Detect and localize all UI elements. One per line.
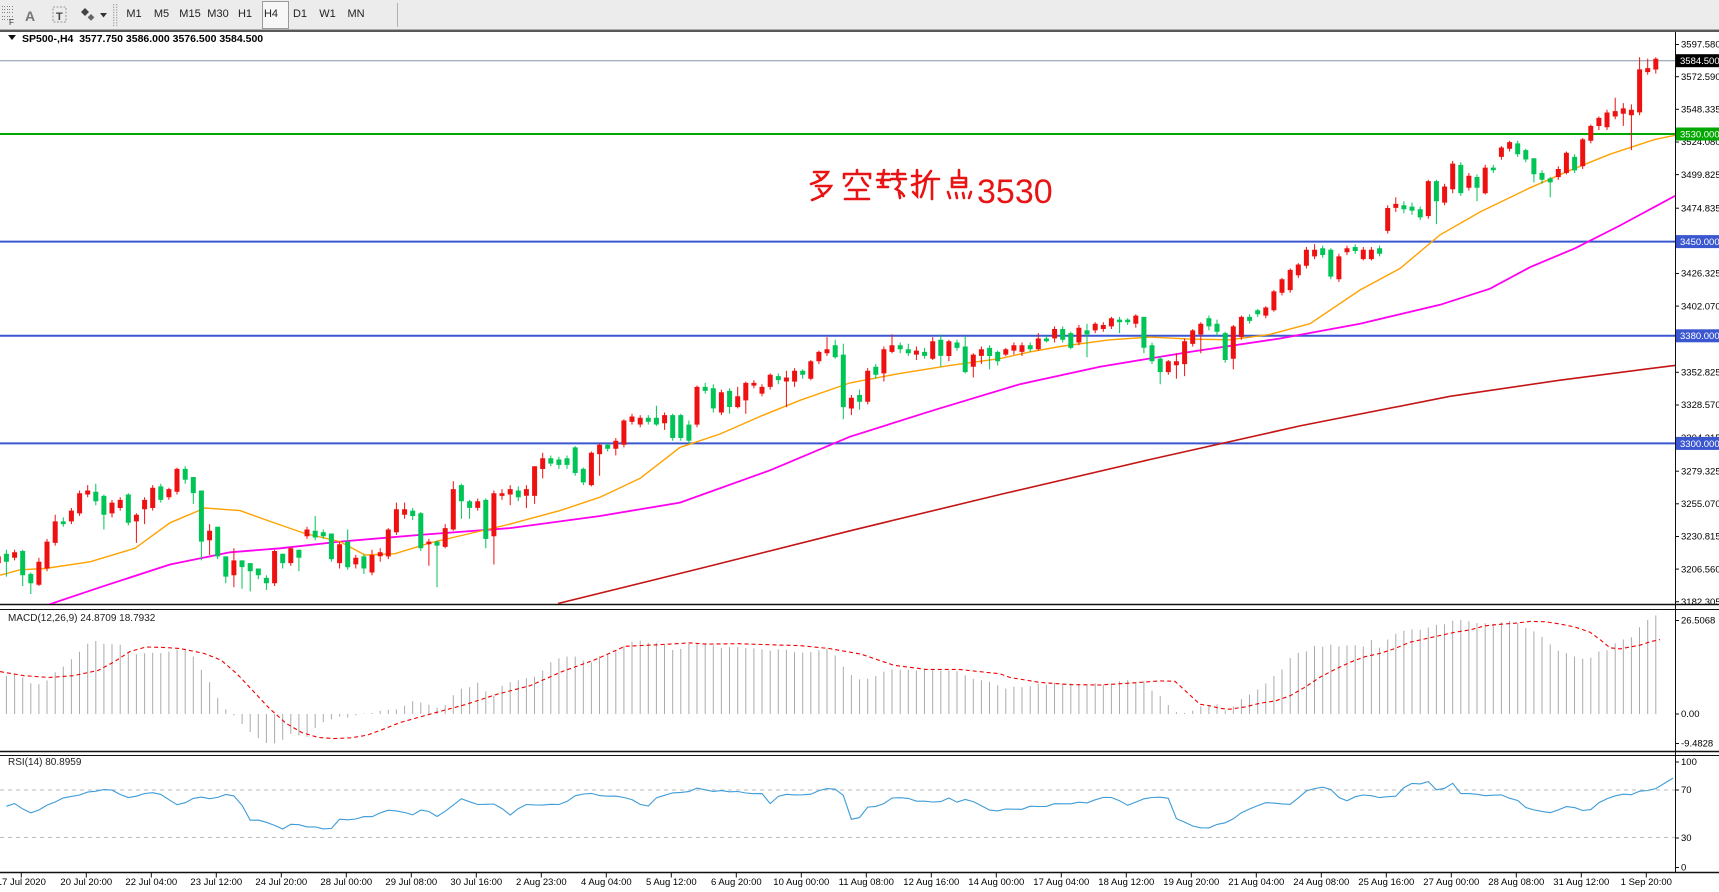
- svg-text:3572.590: 3572.590: [1681, 72, 1719, 83]
- svg-text:27 Aug 00:00: 27 Aug 00:00: [1423, 877, 1479, 888]
- svg-text:3279.325: 3279.325: [1681, 466, 1719, 477]
- svg-text:3255.070: 3255.070: [1681, 499, 1719, 510]
- svg-text:28 Jul 00:00: 28 Jul 00:00: [320, 877, 372, 888]
- svg-text:1 Sep 20:00: 1 Sep 20:00: [1621, 877, 1672, 888]
- svg-text:MACD(12,26,9) 24.8709 18.7932: MACD(12,26,9) 24.8709 18.7932: [8, 613, 156, 624]
- svg-text:A: A: [25, 8, 35, 24]
- svg-text:3380.000: 3380.000: [1680, 331, 1719, 342]
- svg-text:RSI(14) 80.8959: RSI(14) 80.8959: [8, 757, 82, 768]
- svg-text:22 Jul 04:00: 22 Jul 04:00: [125, 877, 177, 888]
- svg-text:18 Aug 12:00: 18 Aug 12:00: [1098, 877, 1154, 888]
- svg-text:31 Aug 12:00: 31 Aug 12:00: [1553, 877, 1609, 888]
- svg-text:3474.835: 3474.835: [1681, 203, 1719, 214]
- svg-text:25 Aug 16:00: 25 Aug 16:00: [1358, 877, 1414, 888]
- svg-text:3499.825: 3499.825: [1681, 170, 1719, 181]
- svg-text:6 Aug 20:00: 6 Aug 20:00: [711, 877, 762, 888]
- svg-text:3402.070: 3402.070: [1681, 301, 1719, 312]
- svg-text:100: 100: [1681, 757, 1697, 768]
- svg-text:3328.570: 3328.570: [1681, 400, 1719, 411]
- svg-text:0: 0: [1681, 863, 1686, 874]
- svg-text:-9.4828: -9.4828: [1681, 739, 1713, 750]
- svg-text:23 Jul 12:00: 23 Jul 12:00: [190, 877, 242, 888]
- svg-text:3426.325: 3426.325: [1681, 269, 1719, 280]
- svg-text:3530.000: 3530.000: [1680, 129, 1719, 140]
- svg-text:21 Aug 04:00: 21 Aug 04:00: [1228, 877, 1284, 888]
- svg-text:3530: 3530: [977, 173, 1053, 211]
- svg-text:14 Aug 00:00: 14 Aug 00:00: [968, 877, 1024, 888]
- svg-text:3206.560: 3206.560: [1681, 564, 1719, 575]
- svg-text:3584.500: 3584.500: [1680, 56, 1719, 67]
- svg-text:2 Aug 23:00: 2 Aug 23:00: [516, 877, 567, 888]
- svg-text:28 Aug 08:00: 28 Aug 08:00: [1488, 877, 1544, 888]
- svg-text:12 Aug 16:00: 12 Aug 16:00: [903, 877, 959, 888]
- svg-text:3524.080: 3524.080: [1681, 137, 1719, 148]
- svg-text:11 Aug 08:00: 11 Aug 08:00: [839, 877, 894, 888]
- svg-text:0.00: 0.00: [1681, 709, 1700, 720]
- svg-text:3450.000: 3450.000: [1680, 237, 1719, 248]
- svg-text:3548.335: 3548.335: [1681, 105, 1719, 116]
- svg-text:10 Aug 00:00: 10 Aug 00:00: [773, 877, 829, 888]
- svg-text:SP500-,H4 3577.750 3586.000 3: SP500-,H4 3577.750 3586.000 3576.500 358…: [22, 33, 263, 45]
- svg-text:17 Aug 04:00: 17 Aug 04:00: [1033, 877, 1089, 888]
- svg-text:24 Jul 20:00: 24 Jul 20:00: [255, 877, 307, 888]
- svg-text:17 Jul 2020: 17 Jul 2020: [0, 877, 46, 888]
- svg-text:F: F: [9, 18, 14, 27]
- svg-text:30 Jul 16:00: 30 Jul 16:00: [450, 877, 502, 888]
- svg-text:3597.580: 3597.580: [1681, 40, 1719, 51]
- svg-text:26.5068: 26.5068: [1681, 616, 1715, 627]
- svg-text:70: 70: [1681, 785, 1692, 796]
- svg-text:3300.000: 3300.000: [1680, 439, 1719, 450]
- svg-text:3352.825: 3352.825: [1681, 368, 1719, 379]
- svg-text:29 Jul 08:00: 29 Jul 08:00: [385, 877, 437, 888]
- svg-text:4 Aug 04:00: 4 Aug 04:00: [581, 877, 632, 888]
- svg-text:24 Aug 08:00: 24 Aug 08:00: [1293, 877, 1349, 888]
- svg-text:T: T: [56, 11, 63, 23]
- svg-text:3230.815: 3230.815: [1681, 532, 1719, 543]
- svg-text:20 Jul 20:00: 20 Jul 20:00: [60, 877, 112, 888]
- svg-text:3182.305: 3182.305: [1681, 597, 1719, 608]
- svg-text:5 Aug 12:00: 5 Aug 12:00: [646, 877, 697, 888]
- svg-text:19 Aug 20:00: 19 Aug 20:00: [1163, 877, 1219, 888]
- svg-text:30: 30: [1681, 833, 1692, 844]
